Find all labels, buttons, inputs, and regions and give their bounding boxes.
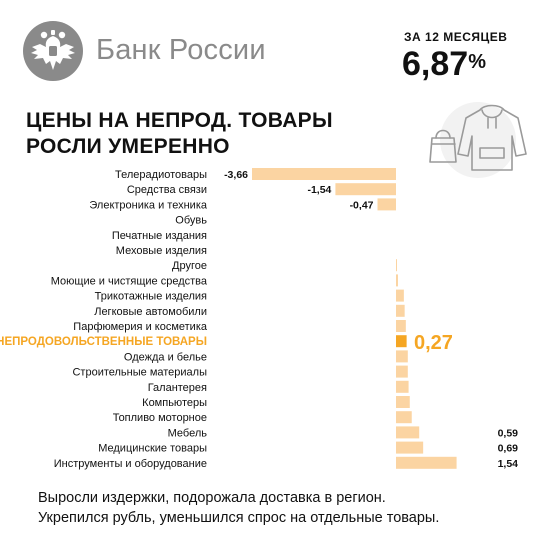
kpi-value: 6,87% [402,46,486,82]
data-label: 0,27 [414,332,453,354]
category-label: Обувь [175,215,207,227]
bar [396,259,397,272]
data-label: -1,54 [307,184,331,196]
category-label: Парфюмерия и косметика [73,321,208,333]
bar [396,456,457,469]
bar [396,274,398,287]
footnote: Выросли издержки, подорожала доставка в … [38,488,439,528]
category-label: Легковые автомобили [94,306,207,318]
bank-logo: Банк России [22,20,282,86]
headline-line-1: ЦЕНЫ НА НЕПРОД. ТОВАРЫ [26,109,333,132]
data-label: 0,69 [498,443,519,455]
data-label: 0,59 [498,427,519,439]
headline: ЦЕНЫ НА НЕПРОД. ТОВАРЫ РОСЛИ УМЕРЕННО [26,108,333,160]
double-headed-eagle-emblem-icon [23,21,83,81]
category-label: Печатные издания [112,230,207,242]
category-label: Другое [172,260,207,272]
kpi-label: ЗА 12 МЕСЯЦЕВ [404,30,508,44]
brand-name: Банк России [96,34,266,66]
handbag-and-hoodie-icon [429,102,527,178]
bar [396,304,405,317]
bar [396,441,424,454]
bar [396,365,408,378]
data-label: 1,54 [498,458,519,470]
data-label: -0,47 [350,199,374,211]
bar [396,335,407,348]
category-label: Моющие и чистящие средства [51,275,208,287]
category-label: Одежда и белье [124,351,207,363]
category-label: Строительные материалы [72,367,207,379]
bar [396,289,404,302]
category-label: Меховые изделия [116,245,207,257]
bar [335,183,396,196]
bar [396,380,409,393]
footnote-line-2: Укрепился рубль, уменьшился спрос на отд… [38,510,440,526]
category-label: Топливо моторное [113,412,207,424]
headline-line-2: РОСЛИ УМЕРЕННО [26,135,230,158]
bar [377,198,396,211]
category-label: Электроника и техника [89,199,207,211]
category-label: Компьютеры [142,397,207,409]
category-label: Трикотажные изделия [95,291,207,303]
bar [396,320,406,332]
category-label: Медицинские товары [98,443,207,455]
kpi-number: 6,87 [402,45,469,83]
bar [396,426,420,439]
category-label: Мебель [168,427,208,439]
bar [396,411,412,424]
category-label: Телерадиотовары [115,169,207,181]
bar [252,168,396,180]
bar [396,350,408,363]
category-label: Инструменты и оборудование [54,458,207,470]
data-label: -3,66 [224,169,248,181]
category-label: Средства связи [127,184,207,196]
footnote-line-1: Выросли издержки, подорожала доставка в … [38,490,386,506]
bar [396,396,410,408]
category-label: НЕПРОДОВОЛЬСТВЕННЫЕ ТОВАРЫ [0,336,207,348]
category-label: Галантерея [148,382,207,394]
kpi-unit: % [468,51,486,73]
